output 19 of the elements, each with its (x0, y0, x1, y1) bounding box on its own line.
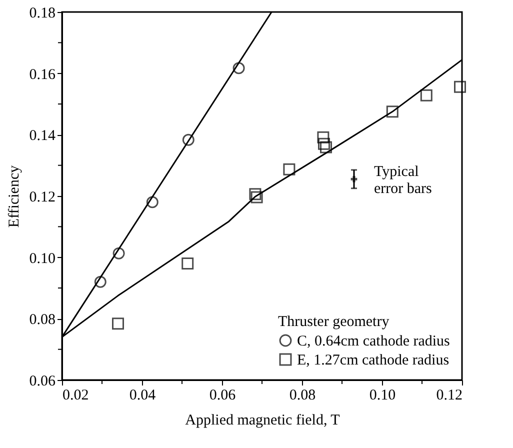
y-tick-label: 0.10 (29, 250, 56, 267)
y-tick-label: 0.16 (29, 66, 56, 83)
legend-label: E, 1.27cm cathode radius (297, 352, 450, 368)
annotation: Typical error bars (374, 164, 432, 198)
x-tick-label: 0.10 (369, 388, 396, 404)
y-tick-label: 0.12 (29, 190, 56, 206)
x-tick-label: 0.08 (289, 388, 316, 404)
y-tick-label: 0.06 (29, 374, 56, 390)
x-tick-label: 0.12 (436, 388, 462, 404)
x-tick-label: 0.06 (209, 388, 236, 404)
y-axis-title: Efficiency (6, 164, 22, 228)
x-tick-label: 0.02 (62, 388, 89, 404)
legend-title: Thruster geometry (278, 314, 390, 330)
y-tick-label: 0.08 (29, 312, 56, 328)
x-tick-label: 0.04 (129, 388, 156, 404)
x-axis-title: Applied magnetic field, T (185, 412, 340, 428)
y-tick-label: 0.14 (29, 128, 56, 144)
y-tick-label: 0.18 (29, 6, 56, 22)
legend-label: C, 0.64cm cathode radius (297, 334, 450, 350)
